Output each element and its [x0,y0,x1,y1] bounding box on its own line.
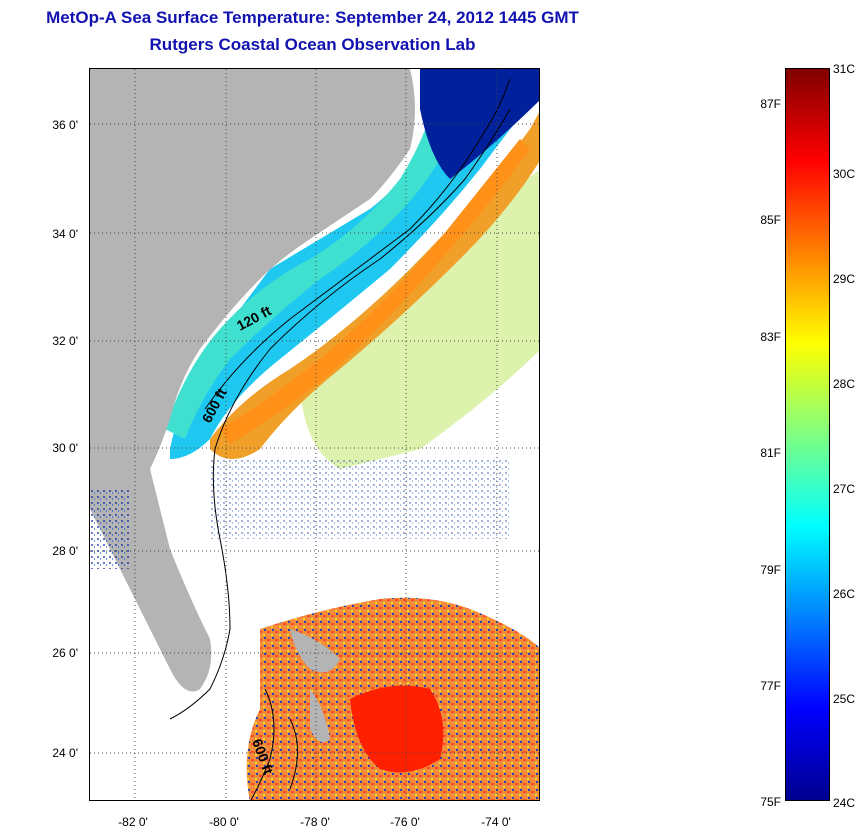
sst-map: 120 ft 600 ft 600 ft [89,68,540,801]
colorbar-fahrenheit-label: 87F [760,97,781,111]
depth-contour-florida-shelf [169,448,231,720]
colorbar-celsius-label: 28C [833,377,856,391]
longitude-label-74: -74 0' [481,815,511,829]
cloud-edge-speckle [210,459,510,539]
colorbar-fahrenheit-label: 75F [760,795,781,809]
depth-contour-120ft [204,78,511,410]
colorbar-celsius-label: 24C [833,796,856,810]
longitude-label-76: -76 0' [390,815,420,829]
latitude-label-24: 24 0' [52,746,78,760]
colorbar-fahrenheit-label: 83F [760,330,781,344]
colorbar-celsius-label: 27C [833,482,856,496]
temperature-colorbar [785,68,830,801]
latitude-label-26: 26 0' [52,646,78,660]
colorbar-celsius-label: 26C [833,587,856,601]
bahamas-hot-core [350,685,444,773]
colorbar-fahrenheit-label: 81F [760,446,781,460]
depth-contour-600ft [214,108,511,450]
colorbar-fahrenheit-label: 85F [760,213,781,227]
colorbar-celsius-label: 25C [833,692,856,706]
gulf-stream-core [220,139,530,444]
latitude-label-28: 28 0' [52,544,78,558]
latitude-label-30: 30 0' [52,441,78,455]
land-southeast-us [90,69,415,692]
inner-shelf-water [165,79,470,439]
latitude-label-32: 32 0' [52,334,78,348]
colorbar-celsius-label: 29C [833,272,856,286]
nearshore-cold-water [420,69,539,179]
colorbar-celsius-label: 31C [833,62,856,76]
map-title: MetOp-A Sea Surface Temperature: Septemb… [46,8,579,27]
sst-map-canvas: 120 ft 600 ft 600 ft [90,69,539,800]
offshore-cloud-free-water [300,170,539,469]
colorbar-fahrenheit-label: 79F [760,563,781,577]
map-subtitle: Rutgers Coastal Ocean Observation Lab [149,35,476,54]
latitude-label-36: 36 0' [52,118,78,132]
bahamas-land [290,629,340,743]
longitude-label-82: -82 0' [118,815,148,829]
depth-contour-bahamas [250,688,298,800]
colorbar-celsius-label: 30C [833,167,856,181]
longitude-label-78: -78 0' [300,815,330,829]
colorbar-fahrenheit-label: 77F [760,679,781,693]
western-cloud-edge-speckle [90,489,130,569]
latitude-label-34: 34 0' [52,227,78,241]
longitude-label-80: -80 0' [209,815,239,829]
gulf-stream-band [210,112,539,459]
